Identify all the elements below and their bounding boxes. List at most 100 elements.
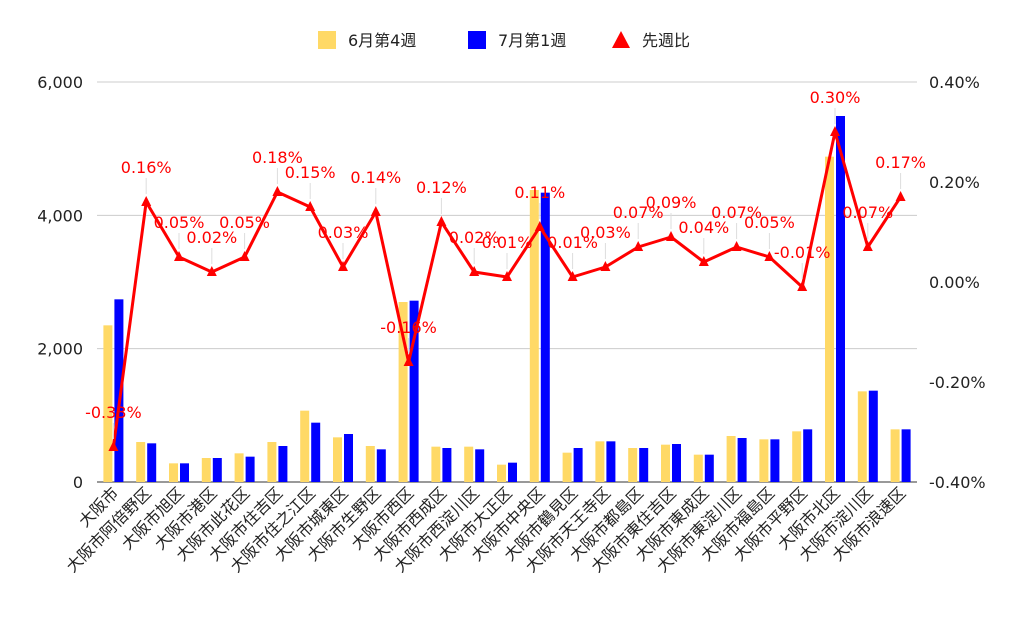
bar-7gatsu-dai1shu bbox=[147, 443, 157, 482]
week-over-week-label: 0.01% bbox=[482, 233, 533, 252]
week-over-week-marker bbox=[141, 196, 152, 206]
week-over-week-label: 0.07% bbox=[613, 203, 664, 222]
week-over-week-marker bbox=[666, 231, 676, 241]
week-over-week-marker bbox=[469, 266, 480, 276]
bar-7gatsu-dai1shu bbox=[704, 454, 714, 482]
bar-7gatsu-dai1shu bbox=[475, 449, 485, 482]
week-over-week-label: 0.12% bbox=[416, 178, 467, 197]
bar-6gatsu-dai4shu bbox=[234, 453, 244, 482]
week-over-week-marker bbox=[862, 241, 873, 251]
bar-6gatsu-dai4shu bbox=[726, 436, 736, 482]
week-over-week-line bbox=[111, 130, 902, 448]
week-over-week-marker bbox=[239, 251, 250, 261]
bar-7gatsu-dai1shu bbox=[672, 444, 681, 482]
week-over-week-label: -0.33% bbox=[85, 403, 142, 422]
week-over-week-marker bbox=[698, 256, 709, 266]
week-over-week-marker bbox=[403, 356, 414, 366]
bar-6gatsu-dai4shu bbox=[759, 439, 769, 482]
bar-series bbox=[103, 116, 911, 482]
week-over-week-marker bbox=[797, 281, 808, 291]
bar-7gatsu-dai1shu bbox=[573, 448, 583, 482]
week-over-week-marker bbox=[272, 186, 283, 196]
week-over-week-marker bbox=[764, 251, 775, 261]
data-labels: -0.33%0.16%0.05%0.02%0.05%0.18%0.15%0.03… bbox=[85, 88, 926, 439]
week-over-week-marker bbox=[731, 241, 742, 251]
left-y-axis: 0 2,000 4,000 6,000 bbox=[37, 73, 83, 492]
bar-6gatsu-dai4shu bbox=[267, 442, 277, 482]
bar-6gatsu-dai4shu bbox=[628, 448, 638, 482]
bar-7gatsu-dai1shu bbox=[114, 299, 124, 482]
week-over-week-label: -0.01% bbox=[774, 243, 831, 262]
legend-label-6gatsu: 6月第4週 bbox=[348, 31, 416, 50]
left-tick-label: 2,000 bbox=[37, 340, 83, 359]
week-over-week-label: -0.16% bbox=[380, 318, 437, 337]
week-over-week-label: 0.01% bbox=[547, 233, 598, 252]
right-tick-label: 0.20% bbox=[929, 173, 980, 192]
bar-7gatsu-dai1shu bbox=[836, 116, 845, 482]
legend: 6月第4週 7月第1週 先週比 bbox=[318, 31, 690, 50]
week-over-week-marker bbox=[108, 441, 119, 451]
bar-7gatsu-dai1shu bbox=[540, 192, 550, 482]
bar-6gatsu-dai4shu bbox=[300, 410, 310, 482]
bar-7gatsu-dai1shu bbox=[901, 429, 911, 482]
bar-6gatsu-dai4shu bbox=[529, 190, 539, 482]
bar-7gatsu-dai1shu bbox=[868, 390, 878, 482]
x-axis: 大阪市大阪市阿倍野区大阪市旭区大阪市港区大阪市此花区大阪市住吉区大阪市住之江区大… bbox=[62, 483, 909, 576]
week-over-week-label: 0.05% bbox=[744, 213, 795, 232]
week-over-week-label: 0.02% bbox=[449, 228, 500, 247]
line-series bbox=[108, 126, 906, 451]
bar-6gatsu-dai4shu bbox=[103, 325, 113, 482]
right-tick-label: 0.40% bbox=[929, 73, 980, 92]
week-over-week-marker bbox=[174, 251, 184, 261]
right-tick-label: -0.20% bbox=[929, 373, 986, 392]
bar-6gatsu-dai4shu bbox=[661, 444, 670, 482]
bar-7gatsu-dai1shu bbox=[180, 463, 189, 482]
legend-label-7gatsu: 7月第1週 bbox=[498, 31, 566, 50]
bar-6gatsu-dai4shu bbox=[693, 454, 703, 482]
bar-6gatsu-dai4shu bbox=[398, 302, 408, 482]
bar-6gatsu-dai4shu bbox=[169, 463, 178, 482]
bar-6gatsu-dai4shu bbox=[890, 429, 900, 482]
week-over-week-label: 0.03% bbox=[318, 223, 369, 242]
week-over-week-label: 0.02% bbox=[186, 228, 237, 247]
week-over-week-label: 0.30% bbox=[810, 88, 861, 107]
bar-7gatsu-dai1shu bbox=[311, 422, 321, 482]
bar-7gatsu-dai1shu bbox=[508, 462, 517, 482]
bar-7gatsu-dai1shu bbox=[737, 438, 747, 482]
week-over-week-label: 0.17% bbox=[875, 153, 926, 172]
week-over-week-marker bbox=[895, 191, 906, 201]
bar-7gatsu-dai1shu bbox=[278, 446, 288, 482]
legend-swatch-triangle bbox=[612, 31, 630, 48]
bar-7gatsu-dai1shu bbox=[803, 429, 813, 482]
week-over-week-marker bbox=[633, 241, 644, 251]
bar-7gatsu-dai1shu bbox=[770, 439, 780, 482]
bar-7gatsu-dai1shu bbox=[245, 456, 255, 482]
bar-6gatsu-dai4shu bbox=[464, 446, 474, 482]
week-over-week-marker bbox=[502, 271, 512, 281]
week-over-week-label: 0.18% bbox=[252, 148, 303, 167]
week-over-week-label: 0.05% bbox=[154, 213, 205, 232]
bar-6gatsu-dai4shu bbox=[431, 446, 441, 482]
week-over-week-label: 0.16% bbox=[121, 158, 172, 177]
bar-6gatsu-dai4shu bbox=[333, 437, 342, 482]
bar-7gatsu-dai1shu bbox=[639, 448, 649, 482]
bar-6gatsu-dai4shu bbox=[825, 156, 834, 482]
week-over-week-label: 0.15% bbox=[285, 163, 336, 182]
bar-7gatsu-dai1shu bbox=[442, 448, 452, 482]
week-over-week-label: 0.09% bbox=[646, 193, 697, 212]
bar-7gatsu-dai1shu bbox=[344, 434, 353, 482]
bar-6gatsu-dai4shu bbox=[497, 464, 506, 482]
bar-6gatsu-dai4shu bbox=[857, 391, 867, 482]
left-tick-label: 0 bbox=[73, 473, 83, 492]
bar-6gatsu-dai4shu bbox=[562, 452, 572, 482]
bar-6gatsu-dai4shu bbox=[365, 446, 375, 482]
week-over-week-label: 0.11% bbox=[514, 183, 565, 202]
bar-7gatsu-dai1shu bbox=[376, 449, 386, 482]
right-tick-label: 0.00% bbox=[929, 273, 980, 292]
week-over-week-label: 0.14% bbox=[350, 168, 401, 187]
bar-7gatsu-dai1shu bbox=[409, 300, 419, 482]
right-tick-label: -0.40% bbox=[929, 473, 986, 492]
week-over-week-label: 0.07% bbox=[711, 203, 762, 222]
